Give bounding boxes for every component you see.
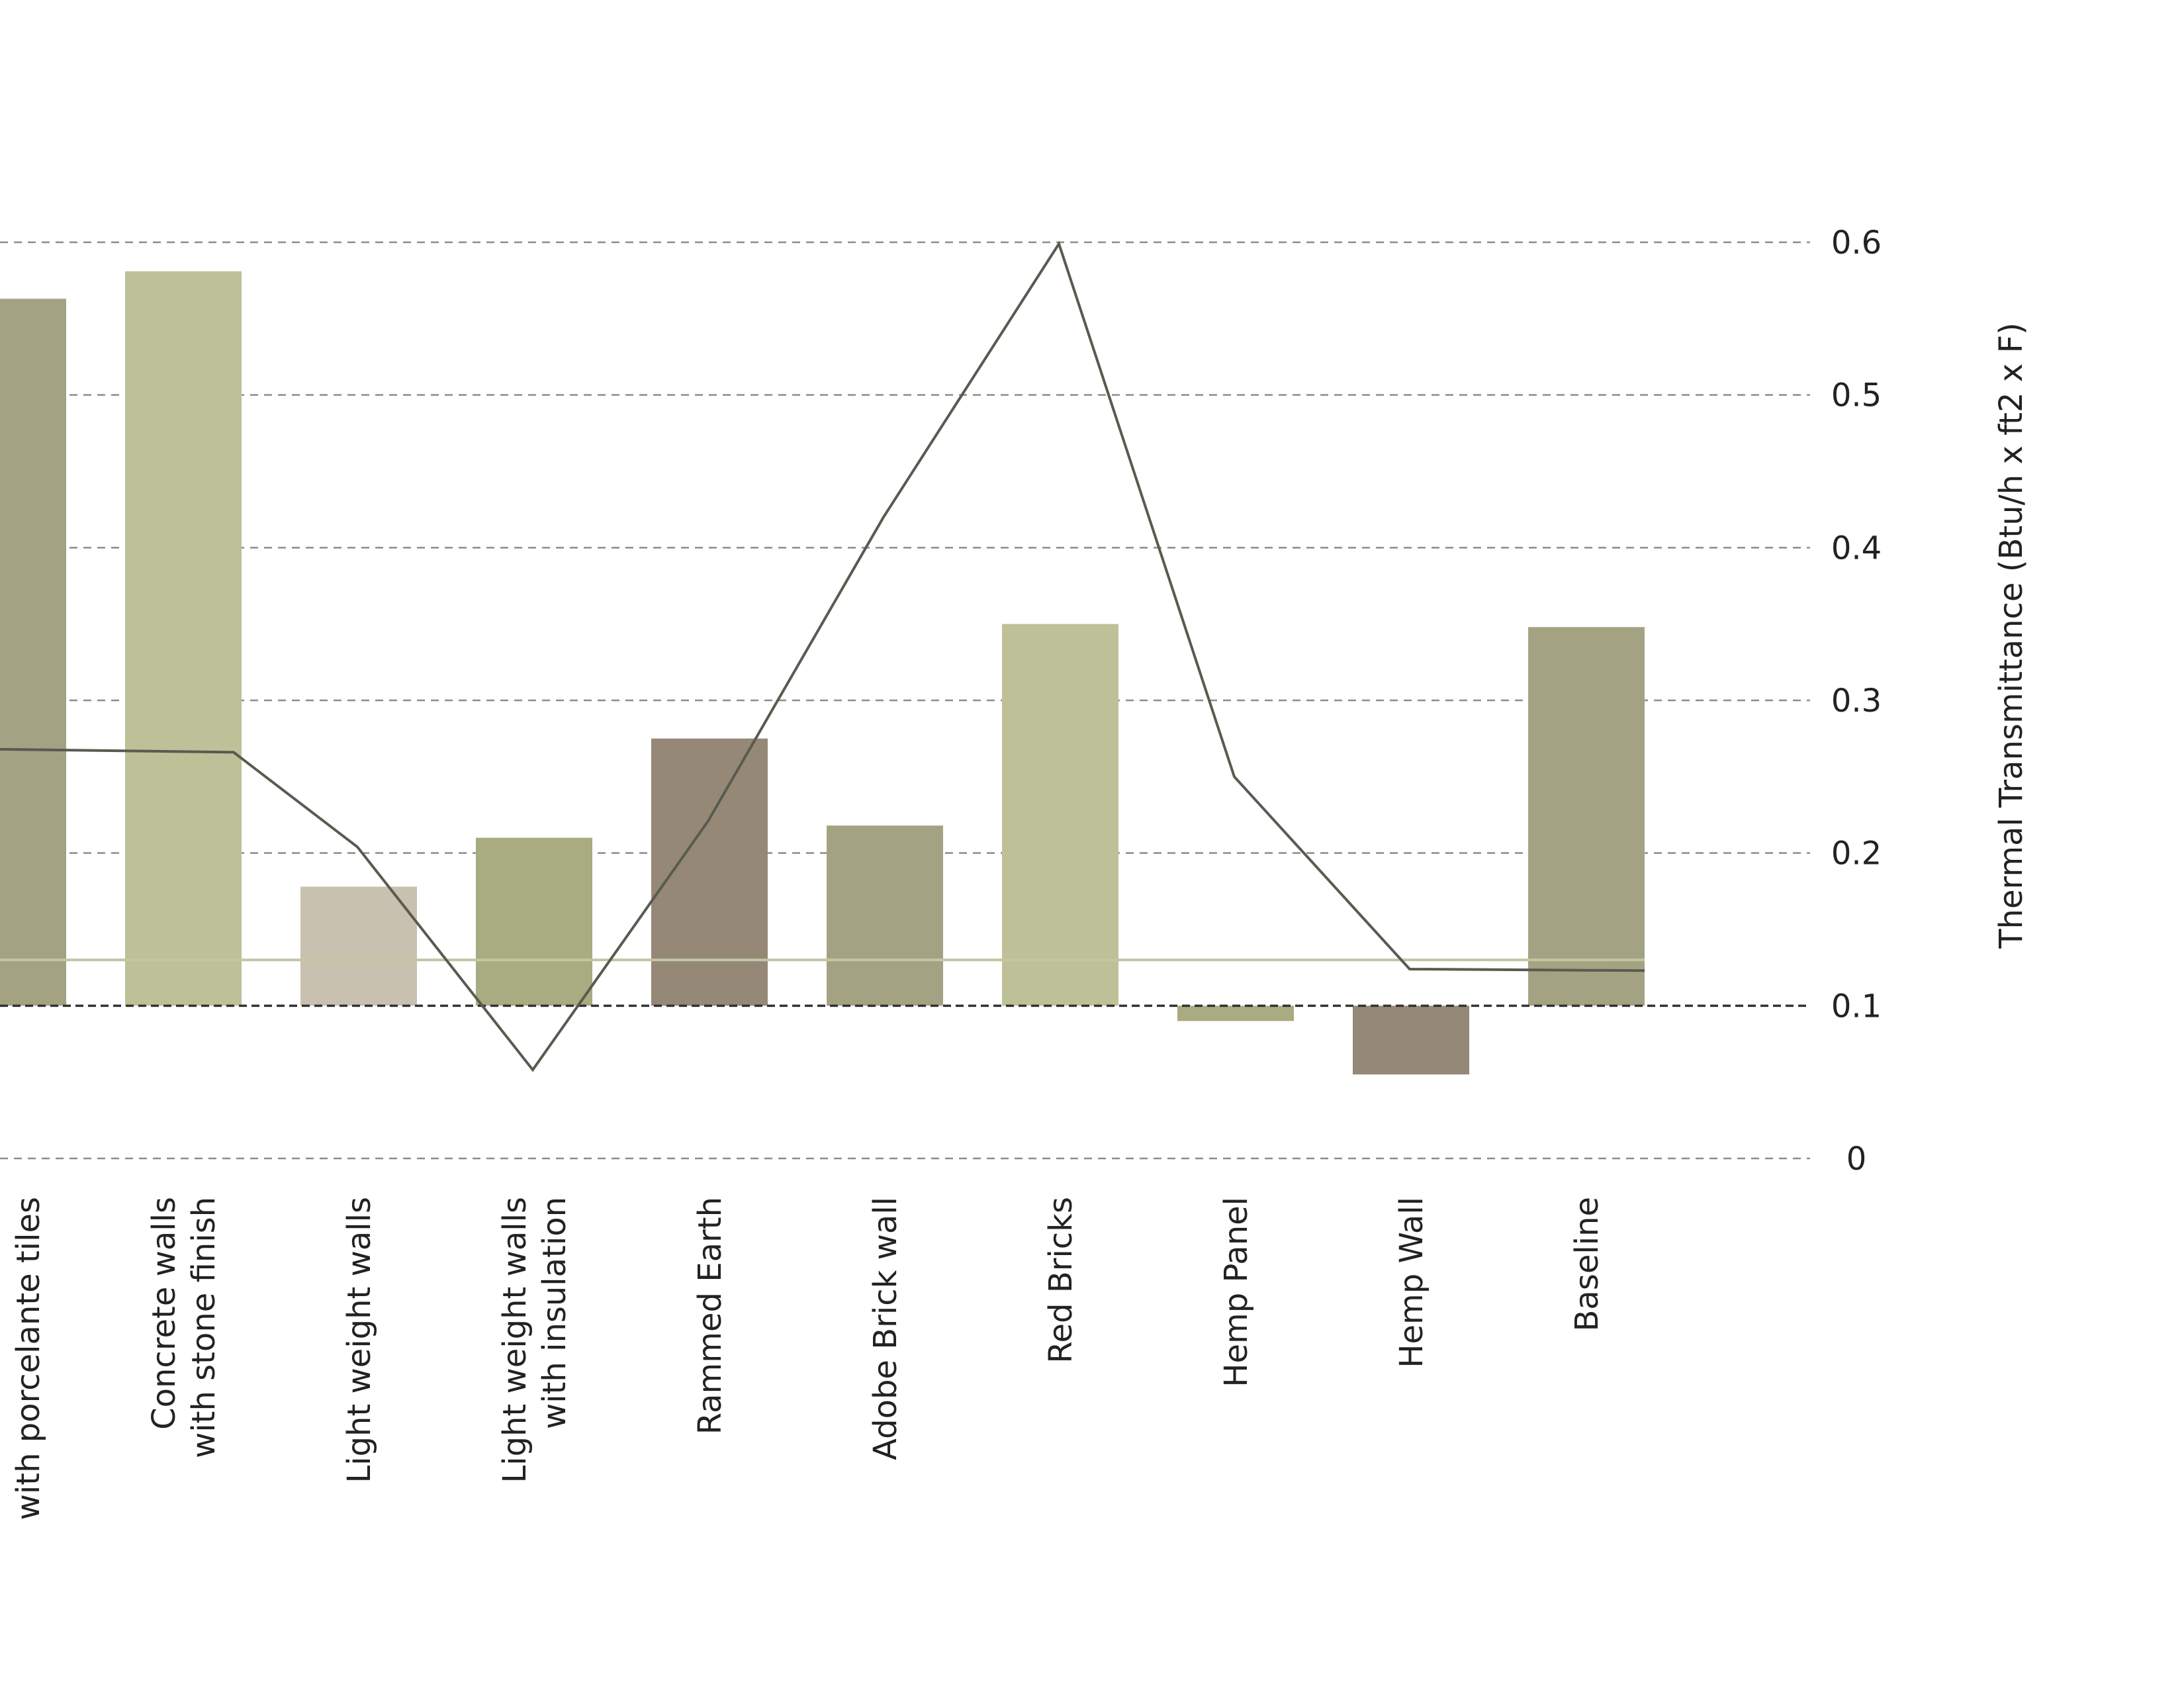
- y-tick-label: 0.5: [1831, 377, 1882, 414]
- category-label: Light weight wallswith insulation: [496, 1197, 573, 1483]
- line-series: [0, 240, 1645, 1072]
- bar: [300, 886, 417, 1006]
- x-axis-categories: Concrete wallswith porcelante tiles Concr…: [0, 1197, 1606, 1520]
- category-label-line: Adobe Brick wall: [867, 1197, 904, 1460]
- y-axis-ticks: 0 0.1 0.2 0.3 0.4 0.5 0.6: [1831, 224, 1882, 1178]
- y-tick-label: 0.1: [1831, 988, 1882, 1025]
- y-tick-label: 0.4: [1831, 530, 1882, 567]
- category-label: Concrete wallswith porcelante tiles: [0, 1197, 47, 1520]
- line-series-path: [0, 240, 1645, 1072]
- bar: [125, 271, 242, 1006]
- category-label-line: with stone finish: [185, 1197, 222, 1458]
- bar: [827, 825, 943, 1006]
- category-label-line: Concrete walls: [146, 1197, 183, 1430]
- category-label-line: Rammed Earth: [692, 1197, 729, 1434]
- y-tick-label: 0.3: [1831, 682, 1882, 720]
- category-label: Adobe Brick wall: [867, 1197, 904, 1460]
- category-label: Light weight walls: [341, 1197, 378, 1483]
- category-label: Hemp Panel: [1218, 1197, 1255, 1387]
- category-label-line: Light weight walls: [341, 1197, 378, 1483]
- category-label-line: Light weight walls: [496, 1197, 533, 1483]
- category-label-line: Hemp Wall: [1393, 1197, 1430, 1368]
- category-label-line: Concrete walls: [0, 1197, 7, 1430]
- bar: [1002, 624, 1118, 1006]
- bar: [0, 299, 66, 1006]
- line-point: [1234, 776, 1235, 777]
- y-tick-label: 0.2: [1831, 835, 1882, 872]
- bar: [1353, 1006, 1469, 1075]
- category-label-line: Hemp Panel: [1218, 1197, 1255, 1387]
- bar-series: [0, 271, 1645, 1075]
- category-label-line: Baseline: [1569, 1197, 1606, 1332]
- y-tick-label: 0: [1846, 1141, 1867, 1178]
- bar: [651, 738, 768, 1006]
- category-label-line: with insulation: [536, 1197, 573, 1429]
- category-label: Rammed Earth: [692, 1197, 729, 1434]
- bar: [1177, 1006, 1294, 1021]
- category-label-line: Red Bricks: [1042, 1197, 1079, 1364]
- bar: [476, 837, 592, 1006]
- category-label-line: with porcelante tiles: [10, 1197, 47, 1520]
- bar: [1528, 627, 1645, 1006]
- y-axis-title: Thermal Transmittance (Btu/h x ft2 x F): [1993, 322, 2030, 949]
- category-label: Red Bricks: [1042, 1197, 1079, 1364]
- category-label: Hemp Wall: [1393, 1197, 1430, 1368]
- category-label: Baseline: [1569, 1197, 1606, 1332]
- y-tick-label: 0.6: [1831, 224, 1882, 261]
- category-label: Concrete wallswith stone finish: [146, 1197, 222, 1458]
